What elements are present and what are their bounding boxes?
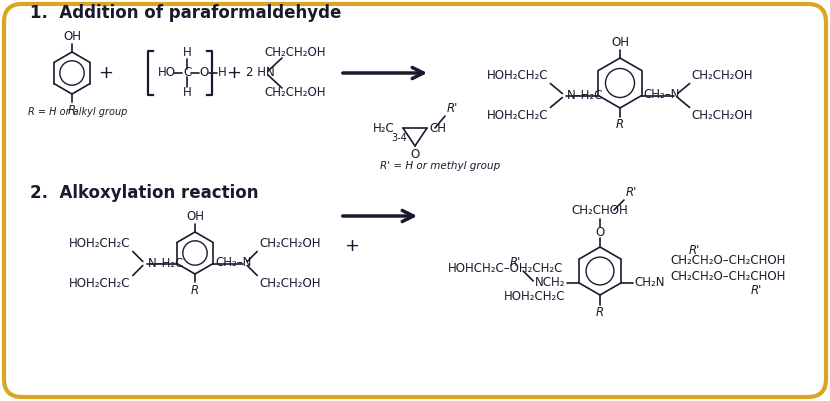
Text: CH₂CH₂OH: CH₂CH₂OH [264,45,325,59]
Text: H: H [183,47,192,59]
Text: CH₂CH₂OH: CH₂CH₂OH [691,109,753,122]
Text: CH₂N: CH₂N [635,277,666,290]
Text: +: + [227,64,242,82]
Text: HOH₂CH₂C: HOH₂CH₂C [487,109,549,122]
Text: N–H₂C: N–H₂C [568,89,603,102]
Text: CH₂CH₂OH: CH₂CH₂OH [259,237,320,250]
Text: N–H₂C: N–H₂C [148,257,184,270]
Text: CH₂CHOH: CH₂CHOH [572,205,628,217]
Text: H: H [183,87,192,99]
Text: 2 HN: 2 HN [246,67,275,79]
Text: CH₂CH₂O–CH₂CHOH: CH₂CH₂O–CH₂CHOH [671,271,786,284]
Text: R: R [616,119,624,132]
Text: R': R' [626,186,637,198]
Text: O: O [199,67,208,79]
Text: R: R [191,284,199,296]
Text: HOH₂CH₂C: HOH₂CH₂C [504,290,565,304]
Text: CH₂CH₂OH: CH₂CH₂OH [264,87,325,99]
Text: NCH₂: NCH₂ [535,277,565,290]
Text: HOH₂CH₂C: HOH₂CH₂C [70,277,131,290]
Text: 1.  Addition of paraformaldehyde: 1. Addition of paraformaldehyde [30,4,341,22]
Text: OH: OH [611,36,629,49]
Text: HOH₂CH₂C: HOH₂CH₂C [70,237,131,250]
Text: O: O [410,148,420,160]
Text: CH₂–N: CH₂–N [643,88,680,101]
Text: CH: CH [429,122,446,134]
Text: R = H or alkyl group: R = H or alkyl group [28,107,127,117]
Text: R: R [68,103,76,117]
Text: O: O [595,225,604,239]
Text: H₂C: H₂C [374,122,395,134]
Text: CH₂CH₂OH: CH₂CH₂OH [691,69,753,82]
Text: C: C [183,67,191,79]
Text: OH: OH [186,209,204,223]
Text: HOH₂CH₂C: HOH₂CH₂C [487,69,549,82]
Text: R': R' [751,284,762,298]
Text: CH₂CH₂O–CH₂CHOH: CH₂CH₂O–CH₂CHOH [671,255,786,267]
Text: CH₂CH₂OH: CH₂CH₂OH [259,277,320,290]
Text: CH₂–N: CH₂–N [215,256,251,269]
Text: OH: OH [63,30,81,43]
Text: HO: HO [158,67,176,79]
Text: R': R' [510,255,521,269]
Text: 3-4: 3-4 [391,133,407,143]
Text: HOHCH₂C–OH₂CH₂C: HOHCH₂C–OH₂CH₂C [448,261,564,275]
Text: R' = H or methyl group: R' = H or methyl group [380,161,500,171]
Text: H: H [217,67,227,79]
Text: R': R' [689,245,701,257]
Text: +: + [99,64,114,82]
Text: R': R' [447,101,458,115]
FancyBboxPatch shape [4,4,826,397]
Text: R: R [596,306,604,320]
Text: +: + [344,237,359,255]
Text: 2.  Alkoxylation reaction: 2. Alkoxylation reaction [30,184,258,202]
